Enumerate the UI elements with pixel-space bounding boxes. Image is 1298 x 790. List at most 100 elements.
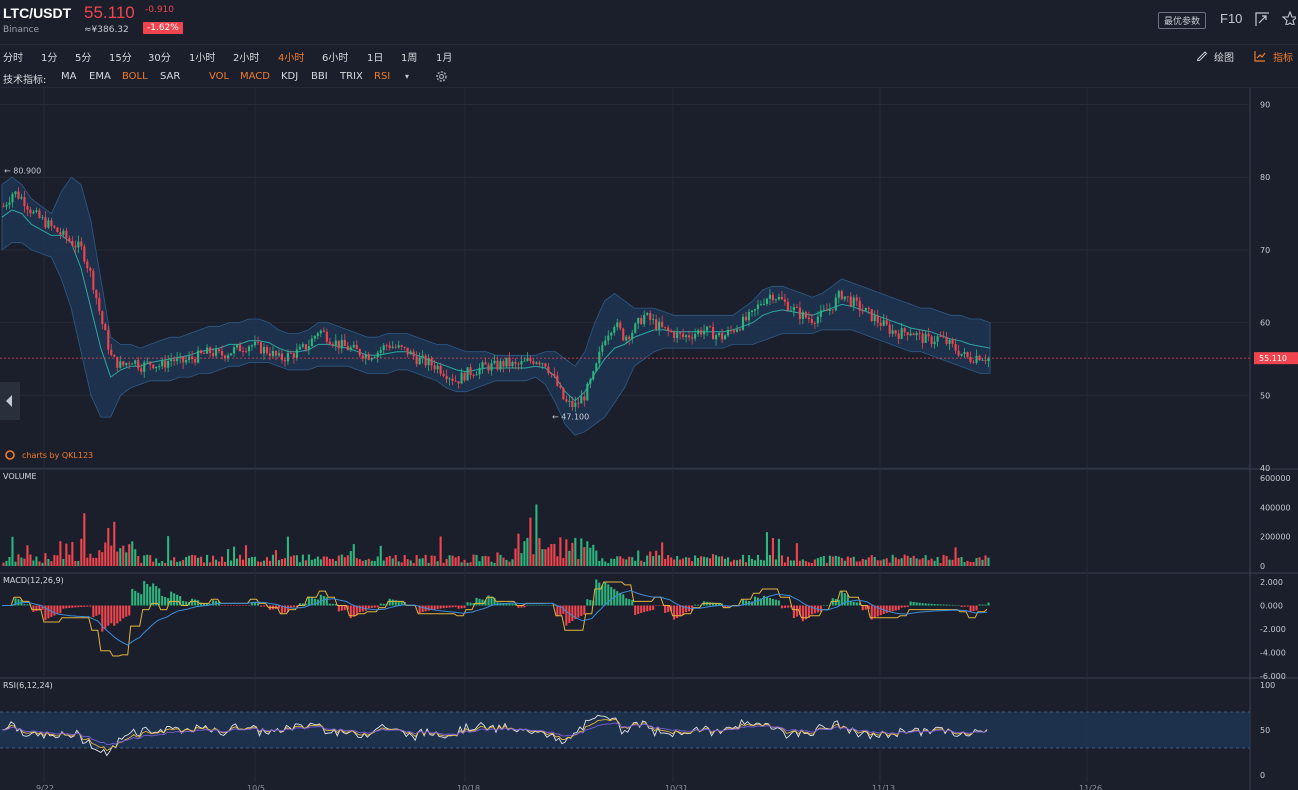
interval-tab[interactable]: 1分 [41,53,58,64]
macd-bar [795,605,798,617]
indicator-boll[interactable]: BOLL [122,71,148,82]
candle-body [918,332,921,334]
volume-bar [792,560,795,566]
volume-bar [155,558,158,566]
candle-body [298,346,301,350]
volume-bar [508,561,511,566]
macd-bar [855,602,858,606]
macd-bar [939,604,942,606]
interval-tab[interactable]: 1日 [367,53,384,64]
macd-bar [131,588,134,606]
interval-tab[interactable]: 30分 [148,53,171,64]
candle-body [738,329,742,331]
candle-body [116,356,119,368]
macd-bar [780,605,783,609]
macd-bar [538,605,541,606]
volume-bar [927,560,930,566]
indicator-button[interactable]: 指标 [1273,53,1293,64]
interval-tab[interactable]: 1小时 [189,53,216,64]
macd-bar [870,605,873,620]
volume-bar [640,560,643,566]
macd-bar [224,605,227,606]
indicator-ema[interactable]: EMA [89,71,111,82]
volume-bar [286,536,289,566]
volume-bar [403,555,406,566]
volume-bar [322,556,325,566]
macd-bar [786,605,789,608]
volume-bar [538,538,541,566]
volume-bar [415,555,418,566]
candle-body [846,296,849,298]
macd-bar [694,604,697,606]
candle-body [265,347,269,354]
interval-tab[interactable]: 15分 [109,53,132,64]
star-icon[interactable] [1282,11,1296,25]
indicator-kdj[interactable]: KDJ [281,71,299,82]
candle-body [394,346,397,348]
indicator-ma[interactable]: MA [61,71,77,82]
volume-bar [571,542,574,566]
volume-bar [846,556,849,566]
draw-button[interactable]: 绘图 [1214,53,1234,64]
indicator-rsi[interactable]: RSI [374,71,391,82]
indicator-vol[interactable]: VOL [209,71,230,82]
volume-bar [918,559,921,566]
gear-icon[interactable] [435,70,448,83]
volume-tick-label: 600000 [1260,474,1291,483]
candle-body [768,294,771,299]
macd-bar [637,605,640,614]
collapse-left-button[interactable] [0,382,20,420]
candle-body [2,206,5,208]
volume-bar [361,560,364,566]
interval-tab[interactable]: 2小时 [233,53,260,64]
candle-body [801,312,804,319]
interval-tab[interactable]: 1周 [401,53,418,64]
x-tick-label: 11/13 [872,784,895,790]
fullscreen-icon[interactable] [1255,12,1269,26]
indicator-sar[interactable]: SAR [160,71,181,82]
f10-button[interactable]: F10 [1220,11,1243,26]
macd-bar [286,605,289,612]
candle-body [502,361,505,367]
optimal-params-button[interactable]: 最优参数 [1158,12,1207,29]
chevron-down-icon[interactable]: ▾ [405,72,410,81]
candle-body [451,378,454,381]
candle-body [646,312,649,315]
interval-tab-active[interactable]: 4小时 [278,53,305,64]
macd-bar [451,605,454,608]
interval-tab[interactable]: 1月 [436,53,453,64]
candle-body [589,379,592,384]
interval-tab[interactable]: 6小时 [322,53,349,64]
volume-bar [209,562,212,566]
indicator-macd[interactable]: MACD [240,71,270,82]
volume-bar [50,561,53,566]
volume-bar [541,549,544,566]
volume-tick-label: 0 [1260,562,1265,571]
volume-bar [667,554,670,566]
volume-bar [388,555,391,566]
candle-body [182,356,185,363]
candle-body [23,197,26,207]
candle-body [271,350,274,357]
candle-body [741,316,745,330]
macd-bar [619,592,622,606]
macd-bar [622,594,625,606]
volume-bar [852,556,855,566]
candle-body [334,340,337,346]
indicator-trix[interactable]: TRIX [340,71,363,82]
volume-bar [47,559,50,566]
indicator-bbi[interactable]: BBI [311,71,328,82]
volume-bar [232,546,236,566]
interval-tab[interactable]: 5分 [75,53,92,64]
macd-bar [921,603,924,606]
candle-body [900,328,903,339]
candle-body [122,361,125,366]
macd-bar [589,599,592,606]
candle-body [490,363,493,371]
macd-bar [158,588,161,606]
macd-bar [442,605,445,609]
volume-bar [765,532,768,566]
candle-body [855,297,858,301]
interval-tab[interactable]: 分时 [3,53,23,64]
